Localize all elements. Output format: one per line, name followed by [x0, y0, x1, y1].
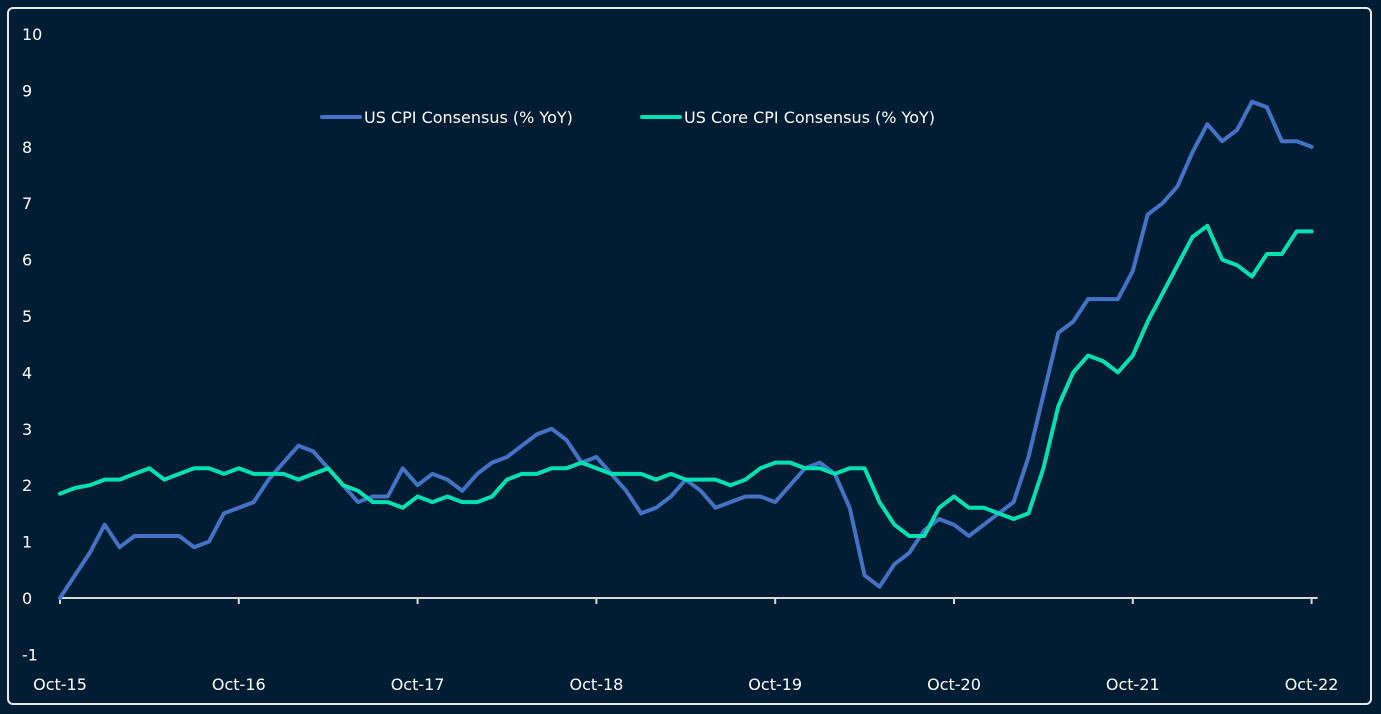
x-tick-label: Oct-20 — [927, 675, 981, 694]
x-tick-label: Oct-22 — [1285, 675, 1339, 694]
x-tick-label: Oct-15 — [33, 675, 87, 694]
y-tick-label: 6 — [22, 251, 32, 270]
legend: US CPI Consensus (% YoY) US Core CPI Con… — [320, 108, 935, 127]
legend-label-core-cpi: US Core CPI Consensus (% YoY) — [684, 108, 935, 127]
y-tick-label: 0 — [22, 589, 32, 608]
y-axis: -1 0 1 2 3 4 5 6 7 8 9 10 — [22, 25, 42, 664]
x-tick-label: Oct-19 — [748, 675, 802, 694]
y-tick-label: 1 — [22, 533, 32, 552]
y-tick-label: 5 — [22, 307, 32, 326]
x-axis: Oct-15 Oct-16 Oct-17 Oct-18 Oct-19 Oct-20 Oct-… — [33, 597, 1339, 694]
series-lines — [58, 99, 1314, 600]
y-tick-label: 7 — [22, 194, 32, 213]
x-tick-label: Oct-17 — [391, 675, 445, 694]
y-tick-label: 2 — [22, 476, 32, 495]
x-tick-label: Oct-18 — [570, 675, 624, 694]
y-tick-label: 3 — [22, 420, 32, 439]
y-tick-label: 10 — [22, 25, 42, 44]
legend-label-cpi: US CPI Consensus (% YoY) — [364, 108, 573, 127]
series-line-cpi — [58, 99, 1314, 600]
series-line-core-cpi — [58, 223, 1314, 538]
y-tick-label: -1 — [22, 645, 38, 664]
x-tick-label: Oct-16 — [212, 675, 266, 694]
y-tick-label: 9 — [22, 81, 32, 100]
x-tick-label: Oct-21 — [1106, 675, 1160, 694]
y-tick-label: 8 — [22, 138, 32, 157]
y-tick-label: 4 — [22, 363, 32, 382]
chart-frame — [7, 7, 1372, 705]
